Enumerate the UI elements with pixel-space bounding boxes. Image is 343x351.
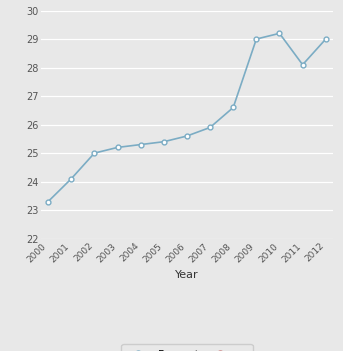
Percent [208, 125, 212, 130]
Line: Percent: Percent [46, 31, 328, 204]
Percent [277, 31, 282, 35]
e [231, 105, 235, 110]
Percent [92, 151, 96, 155]
Percent [231, 105, 235, 110]
Percent [69, 177, 73, 181]
e [300, 62, 305, 67]
e [162, 140, 166, 144]
X-axis label: Year: Year [175, 270, 199, 279]
Percent [139, 143, 143, 147]
Percent [185, 134, 189, 138]
Percent [300, 62, 305, 67]
e [277, 31, 282, 35]
e [254, 37, 258, 41]
Percent [162, 140, 166, 144]
e [92, 151, 96, 155]
Percent [116, 145, 120, 150]
e [139, 143, 143, 147]
e [46, 199, 50, 204]
e [116, 145, 120, 150]
e [324, 37, 328, 41]
e [185, 134, 189, 138]
Percent [324, 37, 328, 41]
Percent [46, 199, 50, 204]
Percent [254, 37, 258, 41]
Legend: Percent, e: Percent, e [121, 344, 252, 351]
e [69, 177, 73, 181]
Line: e: e [46, 31, 328, 204]
e [208, 125, 212, 130]
